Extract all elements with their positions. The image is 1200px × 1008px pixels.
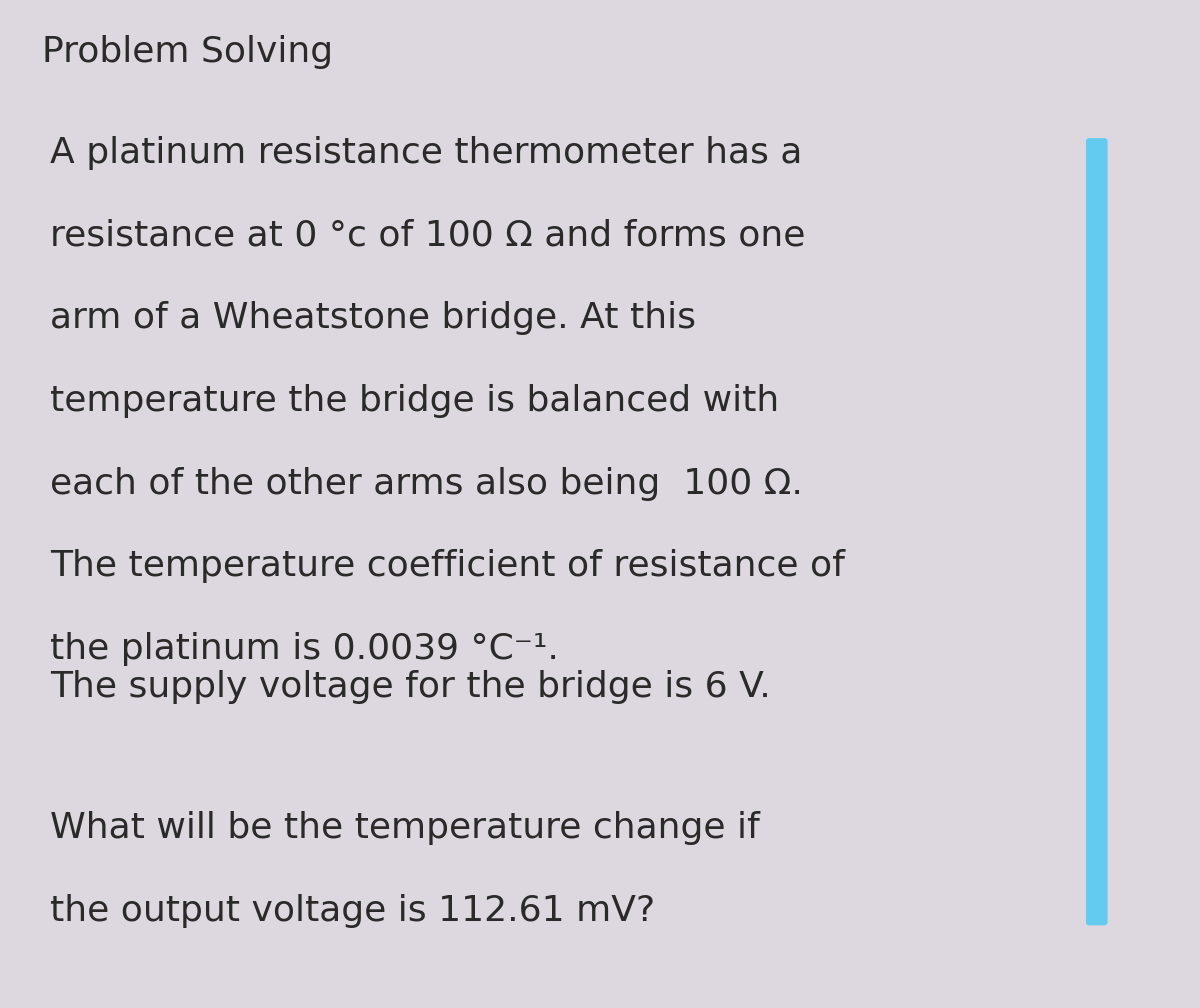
Text: A platinum resistance thermometer has a: A platinum resistance thermometer has a [50, 136, 803, 170]
Text: The supply voltage for the bridge is 6 V.: The supply voltage for the bridge is 6 V… [50, 670, 772, 705]
Text: the output voltage is 112.61 mV?: the output voltage is 112.61 mV? [50, 894, 655, 928]
Text: Problem Solving: Problem Solving [42, 35, 334, 70]
Text: the platinum is 0.0039 °C⁻¹.: the platinum is 0.0039 °C⁻¹. [50, 632, 559, 666]
Text: What will be the temperature change if: What will be the temperature change if [50, 811, 760, 846]
Text: temperature the bridge is balanced with: temperature the bridge is balanced with [50, 384, 780, 418]
Text: arm of a Wheatstone bridge. At this: arm of a Wheatstone bridge. At this [50, 301, 696, 336]
Text: each of the other arms also being  100 Ω.: each of the other arms also being 100 Ω. [50, 467, 803, 501]
Text: The temperature coefficient of resistance of: The temperature coefficient of resistanc… [50, 549, 845, 584]
FancyBboxPatch shape [1086, 138, 1108, 925]
Text: resistance at 0 °c of 100 Ω and forms one: resistance at 0 °c of 100 Ω and forms on… [50, 219, 805, 253]
